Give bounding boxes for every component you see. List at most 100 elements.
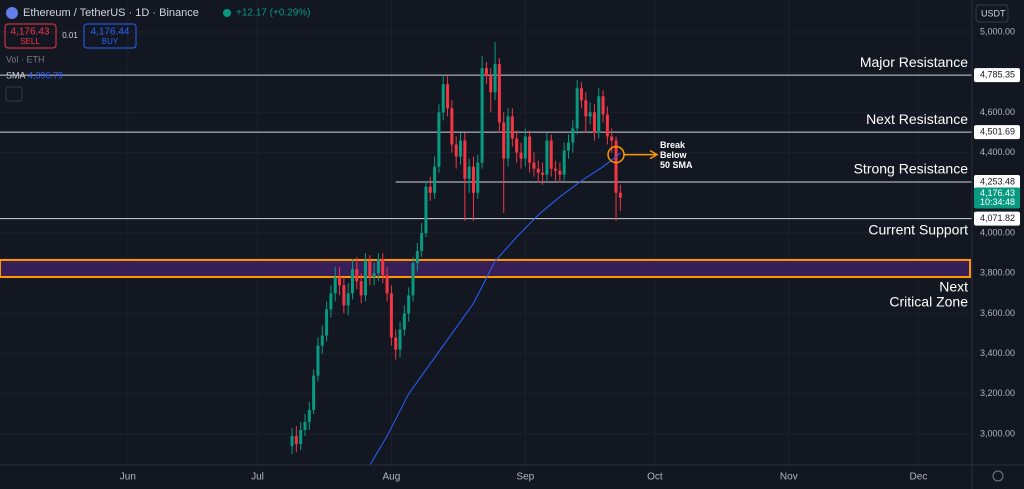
header: Ethereum / TetherUS · 1D · Binance +12.1… bbox=[4, 4, 1020, 483]
candle-body bbox=[523, 136, 527, 159]
candle-body bbox=[446, 84, 450, 109]
x-tick-label: Jul bbox=[251, 472, 264, 483]
candle-body bbox=[484, 68, 488, 77]
annotation-text: Below bbox=[660, 150, 688, 160]
x-tick-label: Oct bbox=[647, 472, 663, 483]
candle-body bbox=[394, 337, 398, 350]
x-tick-label: Nov bbox=[780, 472, 798, 483]
level-tag-label: 4,501.69 bbox=[980, 127, 1015, 137]
candle-body bbox=[402, 313, 406, 330]
candle-body bbox=[342, 285, 346, 306]
candle-body bbox=[510, 116, 514, 139]
level-tag-label: 4,071.82 bbox=[980, 213, 1015, 223]
currency[interactable]: USDT bbox=[981, 8, 1006, 18]
candle-body bbox=[411, 263, 415, 296]
sma-line bbox=[369, 152, 621, 466]
candle-body bbox=[480, 68, 484, 163]
candle-body bbox=[355, 269, 359, 282]
sell-price[interactable]: 4,176.43 bbox=[11, 27, 50, 38]
candle-body bbox=[389, 293, 393, 338]
symbol-title: Ethereum / TetherUS · 1D · Binance bbox=[23, 7, 199, 19]
candle-body bbox=[294, 436, 298, 445]
candle-body bbox=[476, 162, 480, 193]
sma-label: SMA bbox=[6, 70, 26, 80]
collapse-button[interactable] bbox=[5, 86, 23, 102]
y-tick-label: 4,400.00 bbox=[980, 147, 1015, 157]
candle-body bbox=[320, 335, 324, 346]
candle-body bbox=[368, 261, 372, 278]
candle-body bbox=[385, 275, 389, 294]
buy-label[interactable]: BUY bbox=[102, 37, 119, 46]
candle-body bbox=[299, 430, 303, 445]
buy-price[interactable]: 4,176.44 bbox=[91, 27, 130, 38]
sell-button[interactable] bbox=[4, 23, 57, 49]
candle-body bbox=[515, 138, 519, 153]
break-arrowhead bbox=[649, 149, 659, 160]
candle-body bbox=[290, 436, 294, 447]
level-tag bbox=[974, 211, 1020, 226]
candle-body bbox=[312, 375, 316, 410]
currency-button[interactable] bbox=[975, 4, 1009, 23]
x-tick-label: Dec bbox=[910, 472, 928, 483]
candle-body bbox=[493, 64, 497, 93]
y-tick-label: 3,000.00 bbox=[980, 428, 1015, 438]
symbol-icon bbox=[6, 7, 18, 19]
zone-label: Next bbox=[939, 279, 968, 295]
candle-body bbox=[592, 112, 596, 133]
candle-body bbox=[398, 329, 402, 350]
candle-body bbox=[441, 84, 445, 113]
countdown: 10:34:48 bbox=[980, 197, 1015, 207]
candle-body bbox=[338, 277, 342, 286]
sma-value: 4,396.79 bbox=[28, 70, 63, 80]
candle-body bbox=[428, 186, 432, 193]
candle-body bbox=[605, 114, 609, 137]
level-tag bbox=[974, 68, 1020, 83]
candle-body bbox=[584, 100, 588, 117]
buy-button[interactable] bbox=[83, 23, 137, 49]
last-price-label: 4,176.43 bbox=[980, 188, 1015, 198]
candle-body bbox=[467, 166, 471, 179]
candle-body bbox=[329, 293, 333, 310]
candle-body bbox=[536, 168, 540, 173]
candle-body bbox=[351, 269, 355, 294]
level-name: Major Resistance bbox=[860, 54, 968, 70]
level-name: Current Support bbox=[868, 221, 968, 237]
candle-body bbox=[567, 142, 571, 151]
candle-body bbox=[506, 116, 510, 159]
candle-body bbox=[333, 277, 337, 294]
candle-body bbox=[618, 192, 622, 198]
candle-body bbox=[532, 162, 536, 169]
candle-body bbox=[459, 140, 463, 157]
candle-body bbox=[558, 170, 562, 175]
level-name: Strong Resistance bbox=[854, 161, 969, 177]
candle-body bbox=[376, 259, 380, 274]
level-tag bbox=[974, 125, 1020, 140]
x-tick-label: Jun bbox=[120, 472, 136, 483]
candle-body bbox=[346, 293, 350, 306]
candle-body bbox=[601, 96, 605, 115]
candle-body bbox=[359, 281, 363, 296]
candle-body bbox=[303, 421, 307, 431]
candle-body bbox=[528, 136, 532, 163]
candle-body bbox=[381, 259, 385, 276]
candle-body bbox=[497, 64, 501, 123]
status-dot bbox=[223, 9, 231, 17]
candle-body bbox=[307, 409, 311, 422]
candle-body bbox=[450, 108, 454, 145]
candle-body bbox=[610, 136, 614, 141]
critical-zone bbox=[0, 258, 971, 279]
y-tick-label: 3,200.00 bbox=[980, 388, 1015, 398]
y-tick-label: 5,000.00 bbox=[980, 26, 1015, 36]
x-tick-label: Sep bbox=[516, 472, 534, 483]
candle-body bbox=[363, 261, 367, 296]
price-change: +12.17 (+0.29%) bbox=[236, 8, 311, 19]
candle-body bbox=[571, 128, 575, 143]
candle-body bbox=[545, 140, 549, 175]
candle-body bbox=[575, 88, 579, 129]
candle-body bbox=[424, 186, 428, 234]
settings-button[interactable] bbox=[992, 470, 1004, 482]
candle-body bbox=[562, 150, 566, 175]
sell-label[interactable]: SELL bbox=[20, 37, 40, 46]
candle-body bbox=[588, 112, 592, 117]
